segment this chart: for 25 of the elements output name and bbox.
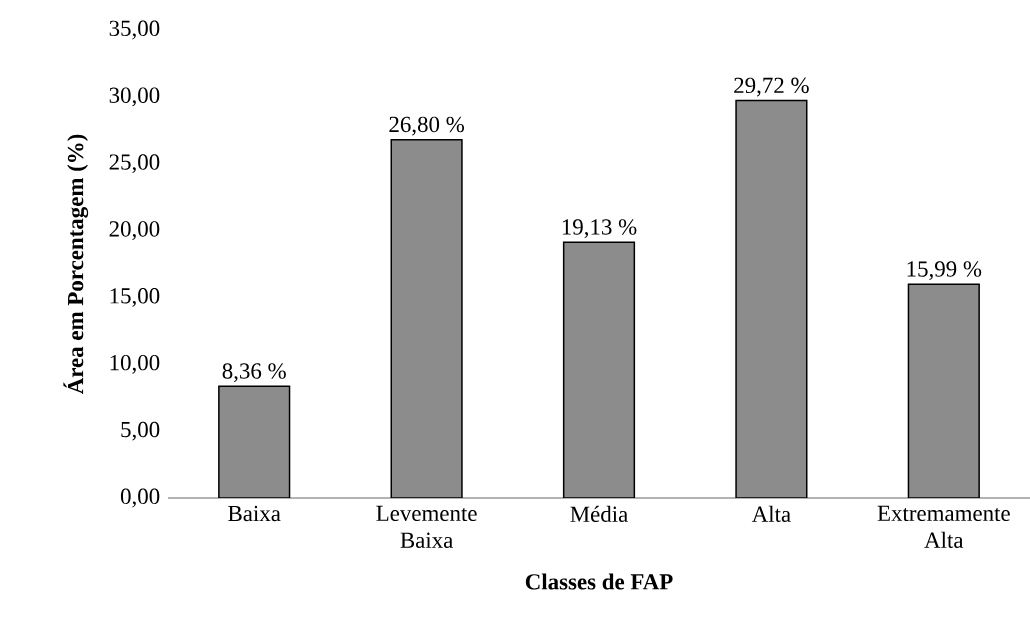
bar — [735, 99, 808, 498]
y-tick-label: 25,00 — [109, 154, 160, 174]
bar — [390, 138, 463, 498]
y-tick-label: 5,00 — [121, 421, 160, 441]
x-tick-label: Extremamente Alta — [877, 505, 1010, 548]
y-tick-label: 20,00 — [109, 221, 160, 240]
data-label: 29,72 % — [734, 77, 809, 97]
y-tick-label: 10,00 — [110, 354, 160, 374]
data-label: 8,36 % — [222, 363, 286, 383]
bar — [218, 385, 291, 498]
data-label: 19,13 % — [562, 219, 637, 239]
y-axis-title: Área em Porcentagem (%) — [63, 134, 89, 395]
y-tick-label: 0,00 — [120, 488, 160, 508]
x-axis-title: Classes de FAP — [525, 573, 673, 590]
y-tick-label: 15,00 — [110, 288, 160, 307]
y-tick-label: 30,00 — [109, 87, 160, 107]
data-label: 26,80 % — [389, 116, 465, 136]
x-tick-label: Baixa — [228, 505, 281, 522]
bar — [907, 283, 980, 498]
x-tick-label: Alta — [751, 505, 791, 522]
y-tick-label: 35,00 — [109, 20, 160, 40]
bar — [562, 241, 636, 498]
data-label: 15,99 % — [907, 261, 982, 280]
x-tick-label: Média — [570, 505, 628, 522]
x-tick-label: Levemente Baixa — [376, 505, 477, 548]
